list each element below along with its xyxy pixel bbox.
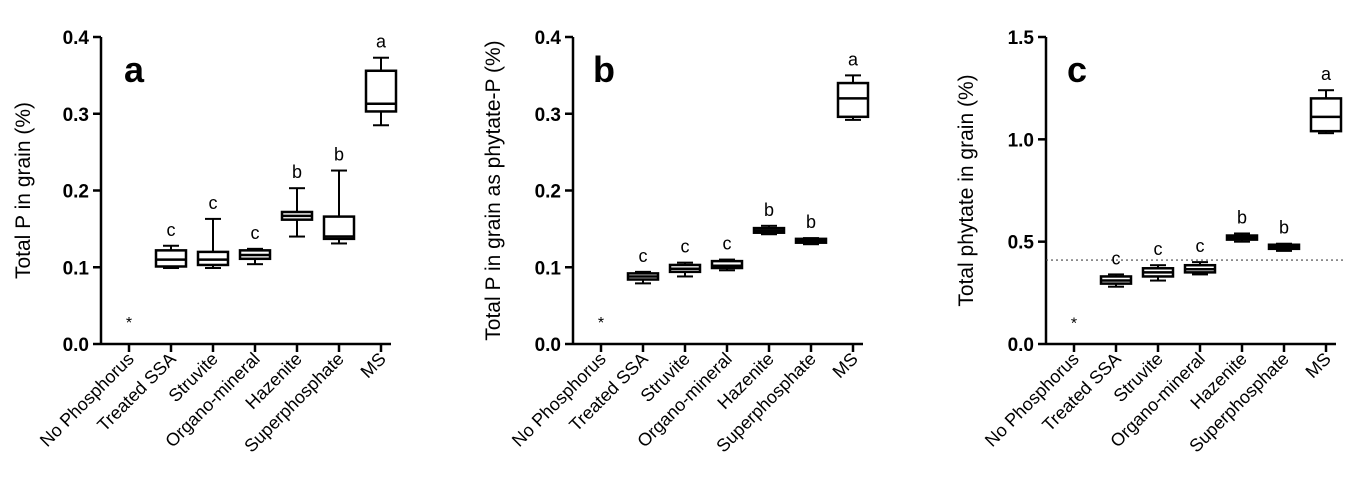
box-hazenite: b: [280, 162, 314, 238]
significance-letter: b: [292, 162, 302, 182]
box-hazenite: b: [752, 200, 786, 236]
box-superphosphate: b: [1267, 218, 1301, 252]
no-data-marker: *: [126, 315, 132, 332]
box-struvite: c: [1141, 239, 1175, 282]
significance-letter: c: [1196, 236, 1205, 256]
no-data-marker: *: [598, 315, 604, 332]
significance-letter: a: [376, 32, 387, 52]
y-axis-title: Total phytate in grain (%): [955, 74, 978, 306]
significance-letter: c: [639, 246, 648, 266]
box-treated-ssa: c: [154, 220, 188, 270]
box-superphosphate: b: [794, 212, 828, 246]
y-tick-label: 1.5: [1008, 28, 1035, 49]
y-tick-label: 0.3: [63, 105, 89, 126]
x-tick-label: MS: [357, 349, 390, 382]
x-tick-label: MS: [1302, 349, 1335, 382]
significance-letter: c: [1112, 248, 1121, 268]
box-iqr: [364, 69, 398, 113]
significance-letter: c: [1154, 239, 1163, 259]
significance-letter: c: [251, 223, 260, 243]
box-organo-mineral: c: [238, 223, 272, 266]
box-organo-mineral: c: [710, 234, 744, 272]
panel-label: c: [1067, 49, 1087, 90]
y-tick-label: 1.0: [1008, 130, 1034, 151]
significance-letter: c: [681, 237, 690, 257]
y-tick-label: 0.0: [1008, 335, 1034, 356]
box-struvite: c: [196, 193, 230, 270]
no-data-marker: *: [1071, 315, 1077, 332]
y-axis-title: Total P in grain (%): [12, 102, 35, 279]
significance-letter: b: [1237, 207, 1247, 227]
y-tick-label: 0.2: [63, 182, 89, 203]
chart-panel-b: 0.0 0.1 0.2 0.3 0.4 Total P in grain as phyta…: [482, 28, 870, 456]
panel-label: b: [593, 49, 615, 90]
significance-letter: b: [764, 200, 774, 220]
significance-letter: b: [806, 212, 816, 232]
significance-letter: a: [1321, 64, 1332, 84]
y-axis-title: Total P in grain as phytate-P (%): [482, 40, 505, 340]
significance-letter: b: [334, 145, 344, 165]
y-tick-label: 0.5: [1008, 233, 1035, 254]
significance-letter: c: [723, 234, 732, 254]
significance-letter: c: [167, 220, 176, 240]
box-iqr: [836, 81, 870, 119]
significance-letter: b: [1279, 218, 1289, 238]
panel-label: a: [124, 49, 145, 90]
box-ms: a: [836, 49, 870, 121]
significance-letter: c: [209, 193, 218, 213]
y-tick-label: 0.1: [63, 258, 90, 279]
box-hazenite: b: [1225, 207, 1259, 243]
box-iqr: [322, 215, 356, 241]
x-tick-label: MS: [829, 349, 862, 382]
y-tick-label: 0.2: [535, 182, 561, 203]
box-organo-mineral: c: [1183, 236, 1217, 276]
box-treated-ssa: c: [626, 246, 660, 285]
y-tick-label: 0.4: [535, 28, 562, 49]
y-tick-label: 0.4: [63, 28, 90, 49]
box-iqr: [1309, 97, 1343, 133]
significance-letter: a: [848, 49, 859, 69]
box-ms: a: [1309, 64, 1343, 135]
y-tick-label: 0.0: [63, 335, 89, 356]
y-tick-label: 0.1: [535, 258, 562, 279]
box-superphosphate: b: [322, 145, 356, 245]
y-tick-label: 0.0: [535, 335, 561, 356]
box-struvite: c: [668, 237, 702, 278]
y-tick-label: 0.3: [535, 105, 561, 126]
box-ms: a: [364, 32, 398, 127]
box-treated-ssa: c: [1099, 248, 1133, 288]
